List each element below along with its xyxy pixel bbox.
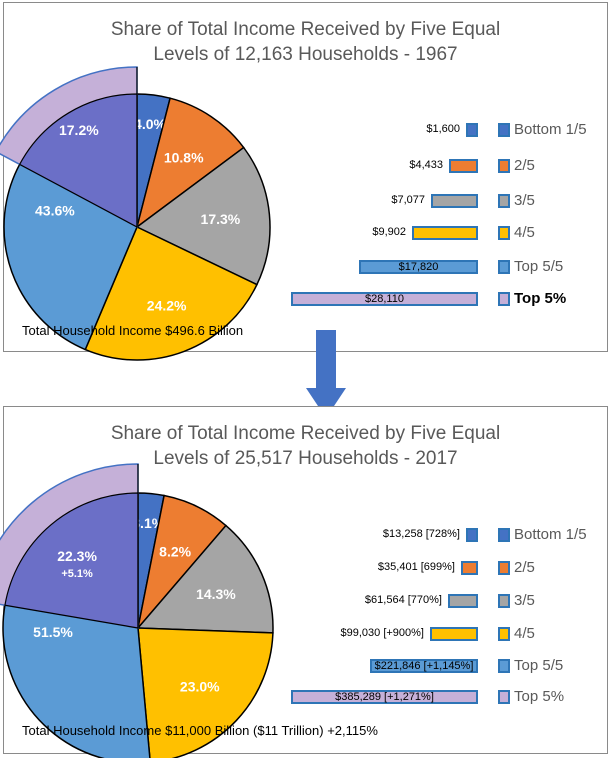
- income-value-label: $99,030 [+900%]: [340, 627, 425, 639]
- legend-label: Bottom 1/5: [514, 526, 587, 543]
- slice-label-2-5: 8.2%: [159, 543, 191, 559]
- legend-row-2-5: $4,433 2/5: [4, 157, 609, 177]
- legend-swatch: [498, 194, 510, 208]
- pie-slice-3-5: [135, 146, 271, 286]
- chart-title-line1: Share of Total Income Received by Five E…: [110, 423, 501, 444]
- slice-sublabel-top-5-percent: +5.1%: [61, 568, 93, 580]
- footer-total-income: Total Household Income $11,000 Billion (…: [22, 723, 378, 738]
- pie-slice-top-5-overlap: [18, 93, 138, 229]
- pie-slice-2-5: [135, 97, 245, 229]
- income-bar: [461, 561, 478, 575]
- income-value-label: $17,820: [398, 261, 439, 273]
- legend-row-top-5-percent: $28,110 Top 5%: [4, 290, 609, 310]
- legend-label: Top 5%: [514, 290, 567, 307]
- income-bar: $17,820: [359, 260, 478, 274]
- income-bar: [466, 123, 478, 137]
- slice-label-top-5-5: 51.5%: [33, 624, 73, 640]
- slice-label-2-5: 10.8%: [164, 149, 204, 165]
- pie-slice-top-5-overlap: [4, 492, 139, 629]
- slice-label-bottom-1-5: 3.1%: [132, 515, 164, 531]
- chart-title-line1: Share of Total Income Received by Five E…: [110, 19, 501, 40]
- legend-row-bottom-1-5: $13,258 [728%] Bottom 1/5: [4, 526, 609, 546]
- legend-label: 2/5: [514, 559, 535, 576]
- pie-chart-1967: 4.0% 10.8% 17.3% 24.2% 43.6% 17.2%: [0, 66, 271, 361]
- income-value-label: $9,902: [372, 226, 406, 238]
- chart-panel-2017: Share of Total Income Received by Five E…: [0, 406, 609, 758]
- legend-swatch: [498, 627, 510, 641]
- income-value-label: $28,110: [365, 293, 404, 305]
- income-value-label: $35,401 [699%]: [377, 561, 455, 573]
- slice-label-bottom-1-5: 4.0%: [134, 116, 166, 132]
- income-value-label: $7,077: [391, 194, 425, 206]
- slice-label-3-5: 14.3%: [196, 586, 236, 602]
- slice-label-top-5-percent: 17.2%: [59, 122, 99, 138]
- income-bar: $385,289 [+1,271%]: [291, 690, 478, 704]
- legend-row-2-5: $35,401 [699%] 2/5: [4, 559, 609, 579]
- legend-label: 4/5: [514, 625, 535, 642]
- legend-swatch: [498, 159, 510, 173]
- slice-label-top-5-5: 43.6%: [35, 202, 75, 218]
- legend-swatch: [498, 528, 510, 542]
- income-bar: [449, 159, 478, 173]
- income-value-label: $13,258 [728%]: [382, 528, 460, 540]
- slice-label-3-5: 17.3%: [201, 211, 241, 227]
- income-value-label: $4,433: [409, 159, 443, 171]
- chart-panel-1967: Share of Total Income Received by Five E…: [0, 2, 609, 361]
- income-value-label: $221,846 [+1,145%]: [374, 660, 474, 672]
- pie-slice-4-5: [137, 627, 274, 758]
- pie-slice-4-5: [84, 225, 258, 361]
- legend-row-top-5-5: $17,820 Top 5/5: [4, 258, 609, 278]
- footer-total-income: Total Household Income $496.6 Billion: [22, 323, 244, 338]
- legend-row-4-5: $99,030 [+900%] 4/5: [4, 625, 609, 645]
- chart-title-line2: Levels of 12,163 Households - 1967: [153, 44, 458, 65]
- income-value-label: $385,289 [+1,271%]: [335, 691, 434, 703]
- down-arrow-icon: [306, 330, 346, 418]
- legend-label: 4/5: [514, 224, 535, 241]
- income-bar: [431, 194, 478, 208]
- legend-swatch: [498, 292, 510, 306]
- legend-swatch: [498, 226, 510, 240]
- legend-row-3-5: $61,564 [770%] 3/5: [4, 592, 609, 612]
- legend-label: 3/5: [514, 592, 535, 609]
- pie-slice-3-5: [136, 524, 274, 634]
- income-bar: $28,110: [291, 292, 478, 306]
- legend-row-bottom-1-5: $1,600 Bottom 1/5: [4, 121, 609, 141]
- income-bar: [412, 226, 478, 240]
- legend-row-3-5: $7,077 3/5: [4, 192, 609, 212]
- chart-title-line2: Levels of 25,517 Households - 2017: [153, 448, 458, 469]
- legend-swatch: [498, 659, 510, 673]
- legend-row-top-5-percent: $385,289 [+1,271%] Top 5%: [4, 688, 609, 708]
- legend-label: Bottom 1/5: [514, 121, 587, 138]
- legend-label: Top 5%: [514, 688, 565, 705]
- legend-swatch: [498, 594, 510, 608]
- legend-swatch: [498, 561, 510, 575]
- income-bar: $221,846 [+1,145%]: [370, 659, 478, 673]
- legend-label: Top 5/5: [514, 258, 564, 275]
- income-bar: [430, 627, 478, 641]
- legend-swatch: [498, 260, 510, 274]
- legend-label: 2/5: [514, 157, 535, 174]
- legend-label: Top 5/5: [514, 657, 564, 674]
- legend-row-4-5: $9,902 4/5: [4, 224, 609, 244]
- income-value-label: $61,564 [770%]: [364, 594, 442, 606]
- legend-swatch: [498, 690, 510, 704]
- slice-label-4-5: 23.0%: [180, 678, 220, 694]
- pie-chart-2017: 3.1% 8.2% 14.3% 23.0% 51.5% 22.3% +5.1%: [0, 463, 274, 758]
- legend-label: 3/5: [514, 192, 535, 209]
- legend-row-top-5-5: $221,846 [+1,145%] Top 5/5: [4, 657, 609, 677]
- income-bar: [448, 594, 478, 608]
- legend-swatch: [498, 123, 510, 137]
- slice-label-top-5-percent: 22.3%: [57, 548, 97, 564]
- income-bar: [466, 528, 478, 542]
- slice-label-4-5: 24.2%: [147, 297, 187, 313]
- income-value-label: $1,600: [426, 123, 460, 135]
